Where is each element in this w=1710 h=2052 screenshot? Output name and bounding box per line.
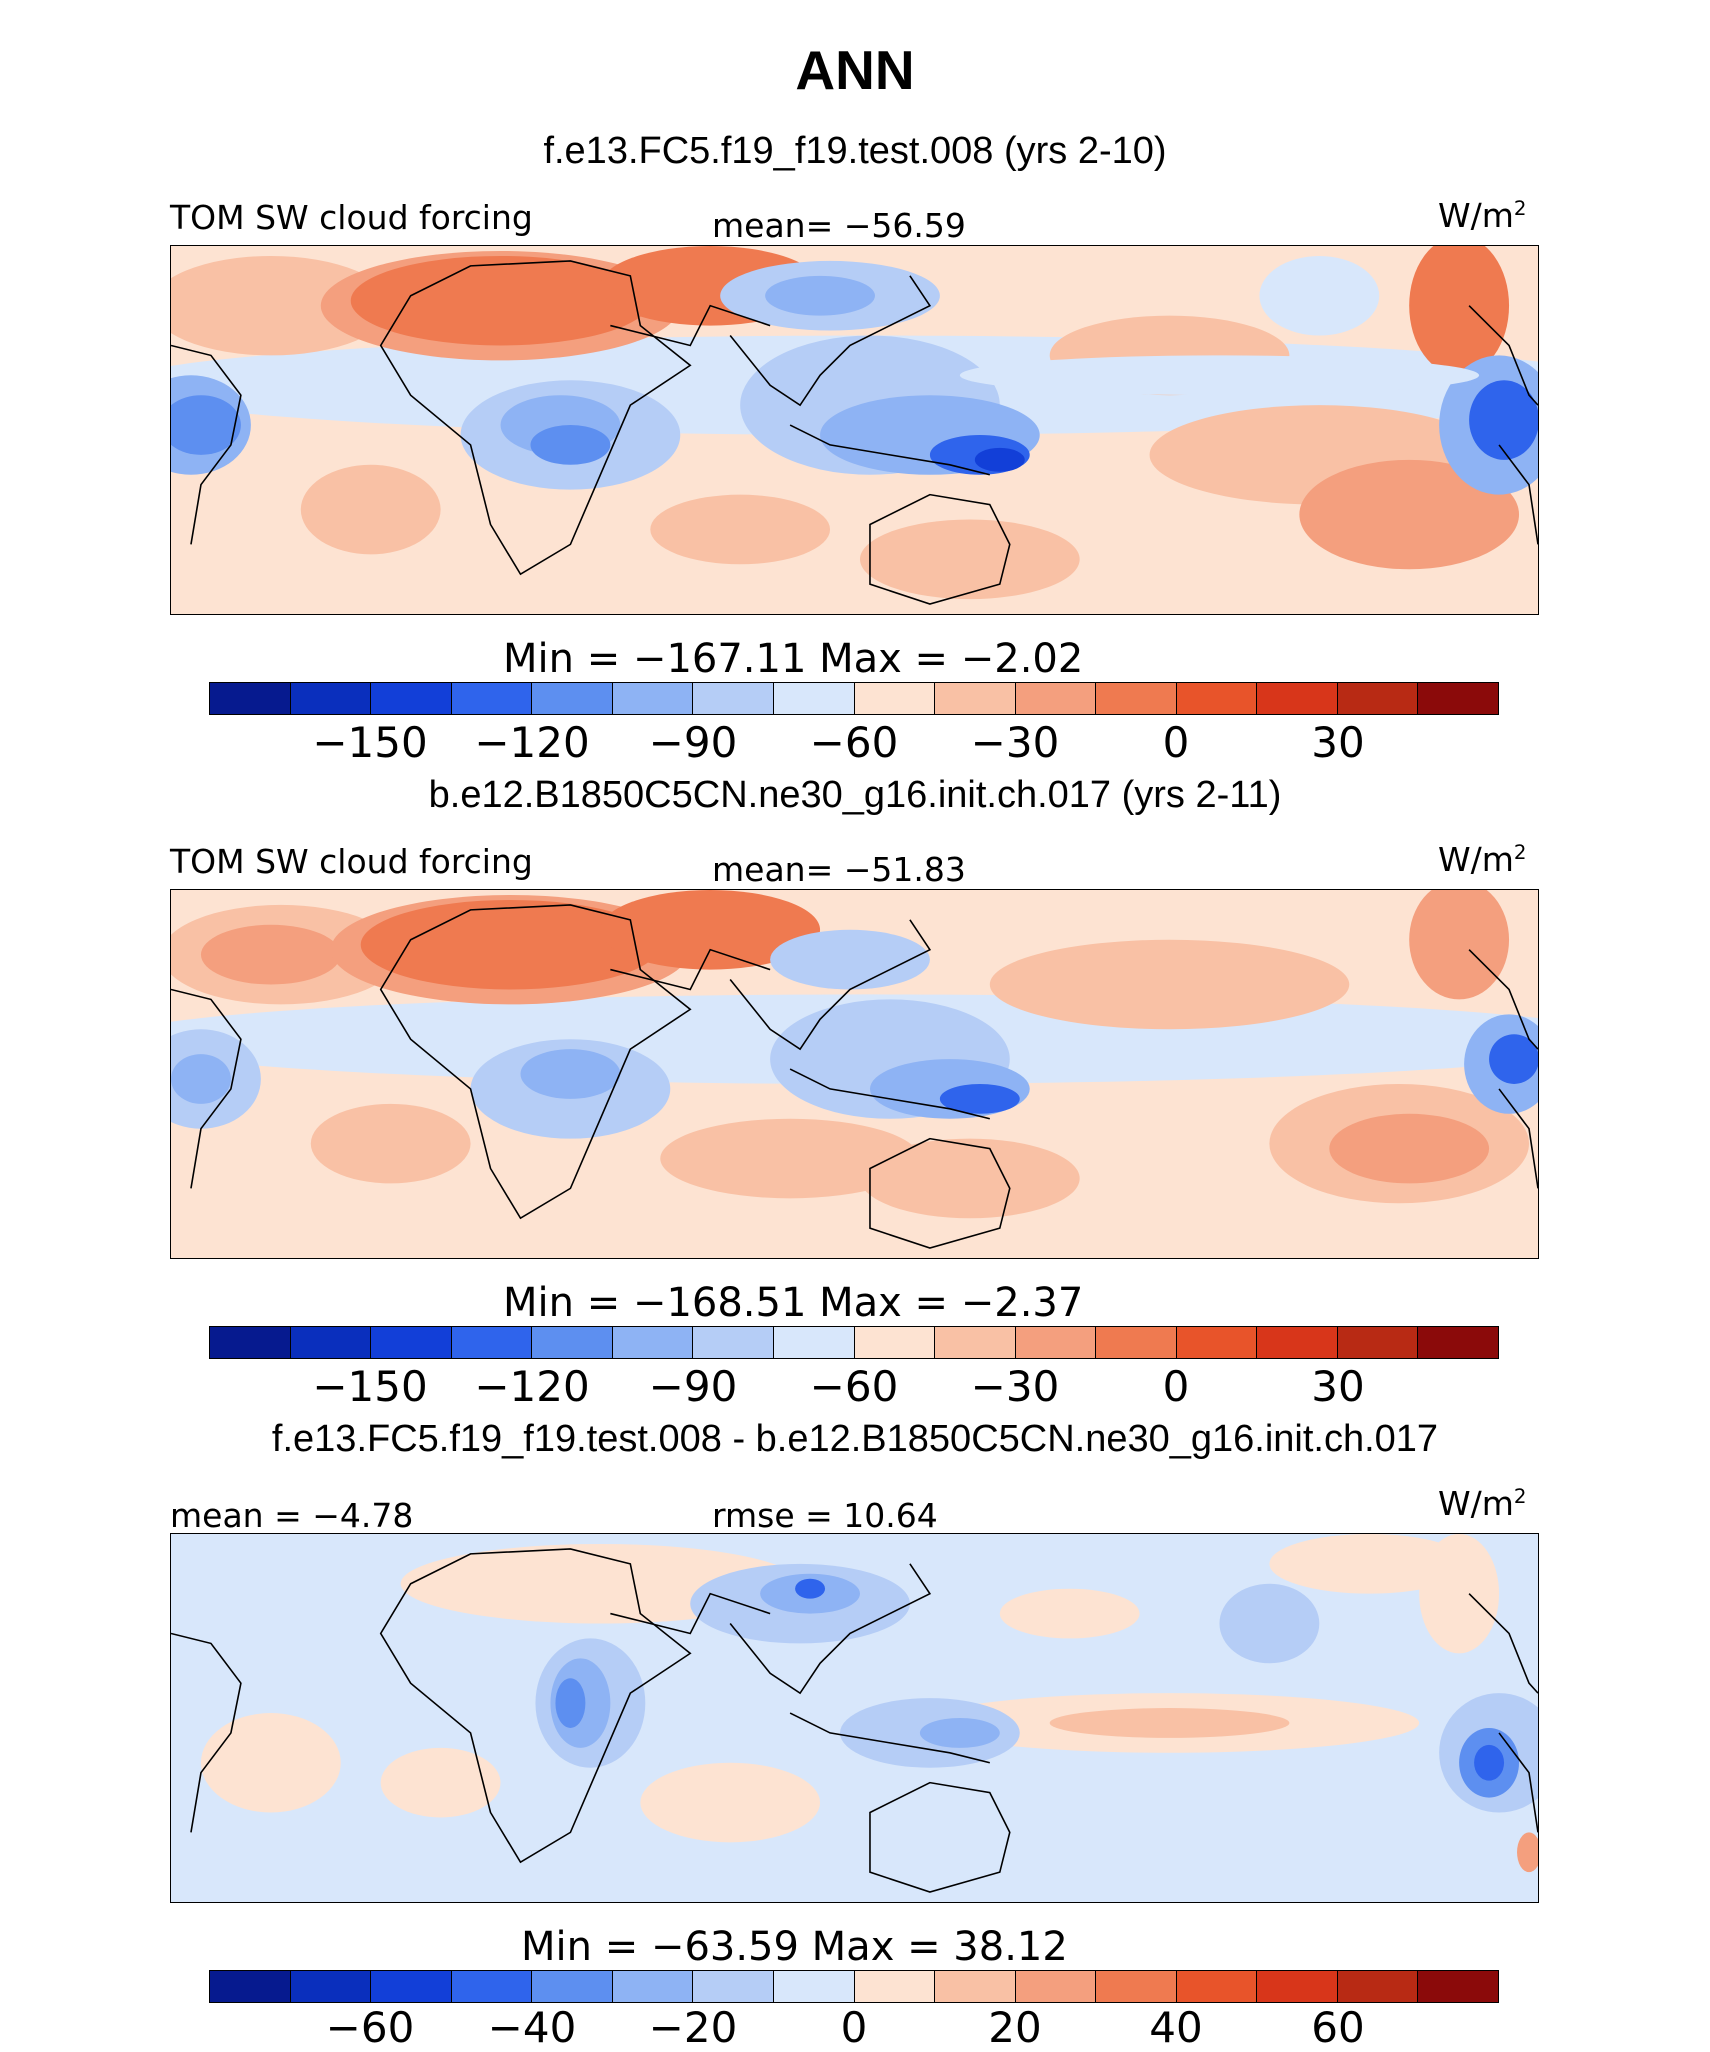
panel-1-field xyxy=(171,246,1538,614)
colorbar-box xyxy=(935,1327,1016,1358)
colorbar-box xyxy=(1337,683,1419,714)
panel-2-map xyxy=(170,889,1539,1259)
colorbar-tick: 60 xyxy=(1311,2003,1365,2052)
colorbar-box xyxy=(290,1971,372,2002)
colorbar-tick: −60 xyxy=(809,1362,899,1411)
panel-2-units-label: W/m2 xyxy=(1438,840,1527,879)
colorbar-box xyxy=(451,1971,533,2002)
colorbar-tick: −150 xyxy=(312,718,428,767)
colorbar-tick: 20 xyxy=(988,2003,1042,2052)
panel-1-map xyxy=(170,245,1539,615)
colorbar-box xyxy=(1418,1971,1498,2002)
panel-1-units-label: W/m2 xyxy=(1438,196,1527,235)
colorbar-tick: 30 xyxy=(1311,718,1365,767)
colorbar-box xyxy=(1337,1327,1419,1358)
panel-3-case-title: f.e13.FC5.f19_f19.test.008 - b.e12.B1850… xyxy=(271,1418,1439,1460)
colorbar-tick: 0 xyxy=(1162,718,1190,767)
colorbar-box xyxy=(1015,1327,1097,1358)
panel-3-rmse-label: rmse = 10.64 xyxy=(712,1496,938,1535)
colorbar-box xyxy=(1015,683,1097,714)
colorbar-box xyxy=(612,1971,694,2002)
colorbar-box xyxy=(773,1327,855,1358)
colorbar-tick: −150 xyxy=(312,1362,428,1411)
panel-2-mean-label: mean= −51.83 xyxy=(712,850,966,889)
colorbar-box xyxy=(1257,1327,1338,1358)
colorbar-box xyxy=(693,683,774,714)
colorbar-tick: −90 xyxy=(648,718,738,767)
panel-1-case-title: f.e13.FC5.f19_f19.test.008 (yrs 2-10) xyxy=(543,130,1167,172)
colorbar-box xyxy=(1176,683,1258,714)
colorbar-box xyxy=(693,1327,774,1358)
colorbar-box xyxy=(935,1971,1016,2002)
colorbar-tick: 40 xyxy=(1149,2003,1203,2052)
colorbar-box xyxy=(1176,1971,1258,2002)
panel-3-colorbar xyxy=(209,1970,1499,2003)
colorbar-tick: 30 xyxy=(1311,1362,1365,1411)
colorbar-box xyxy=(612,683,694,714)
panel-3-field xyxy=(171,1534,1538,1902)
colorbar-box xyxy=(693,1971,774,2002)
colorbar-box xyxy=(1096,1327,1177,1358)
panel-1-variable-label: TOM SW cloud forcing xyxy=(170,198,533,237)
colorbar-box xyxy=(1096,683,1177,714)
colorbar-box xyxy=(773,683,855,714)
colorbar-box xyxy=(210,1327,291,1358)
colorbar-box xyxy=(532,1327,613,1358)
colorbar-tick: 0 xyxy=(840,2003,868,2052)
panel-1-minmax: Min = −167.11 Max = −2.02 xyxy=(503,636,1084,682)
colorbar-box xyxy=(290,1327,372,1358)
colorbar-box xyxy=(210,1971,291,2002)
panel-2-variable-label: TOM SW cloud forcing xyxy=(170,842,533,881)
colorbar-box xyxy=(1418,1327,1498,1358)
panel-2-minmax: Min = −168.51 Max = −2.37 xyxy=(503,1280,1084,1326)
colorbar-tick: −20 xyxy=(648,2003,738,2052)
colorbar-tick: −30 xyxy=(970,718,1060,767)
colorbar-box xyxy=(1257,683,1338,714)
colorbar-tick: −30 xyxy=(970,1362,1060,1411)
colorbar-tick: −40 xyxy=(487,2003,577,2052)
colorbar-box xyxy=(1096,1971,1177,2002)
colorbar-box xyxy=(935,683,1016,714)
colorbar-box xyxy=(532,1971,613,2002)
colorbar-box xyxy=(1257,1971,1338,2002)
colorbar-box xyxy=(371,1971,452,2002)
colorbar-box xyxy=(1337,1971,1419,2002)
panel-2-colorbar xyxy=(209,1326,1499,1359)
colorbar-box xyxy=(773,1971,855,2002)
panel-3-mean-label: mean = −4.78 xyxy=(170,1496,414,1535)
colorbar-box xyxy=(532,683,613,714)
colorbar-tick: −120 xyxy=(474,718,590,767)
colorbar-box xyxy=(854,683,936,714)
panel-3-minmax: Min = −63.59 Max = 38.12 xyxy=(521,1924,1068,1970)
colorbar-box xyxy=(612,1327,694,1358)
colorbar-box xyxy=(854,1327,936,1358)
colorbar-tick: −120 xyxy=(474,1362,590,1411)
panel-3-units-label: W/m2 xyxy=(1438,1484,1527,1523)
colorbar-box xyxy=(290,683,372,714)
panel-2-case-title: b.e12.B1850C5CN.ne30_g16.init.ch.017 (yr… xyxy=(428,774,1282,816)
panel-1-mean-label: mean= −56.59 xyxy=(712,206,966,245)
figure-title: ANN xyxy=(795,39,915,101)
colorbar-box xyxy=(451,683,533,714)
colorbar-box xyxy=(371,1327,452,1358)
colorbar-box xyxy=(1015,1971,1097,2002)
colorbar-box xyxy=(854,1971,936,2002)
colorbar-tick: −60 xyxy=(809,718,899,767)
colorbar-box xyxy=(451,1327,533,1358)
colorbar-box xyxy=(371,683,452,714)
colorbar-box xyxy=(1418,683,1498,714)
panel-2-field xyxy=(171,890,1538,1258)
panel-1-colorbar xyxy=(209,682,1499,715)
colorbar-tick: 0 xyxy=(1162,1362,1190,1411)
colorbar-tick: −90 xyxy=(648,1362,738,1411)
panel-3-map xyxy=(170,1533,1539,1903)
colorbar-box xyxy=(210,683,291,714)
colorbar-box xyxy=(1176,1327,1258,1358)
colorbar-tick: −60 xyxy=(325,2003,415,2052)
